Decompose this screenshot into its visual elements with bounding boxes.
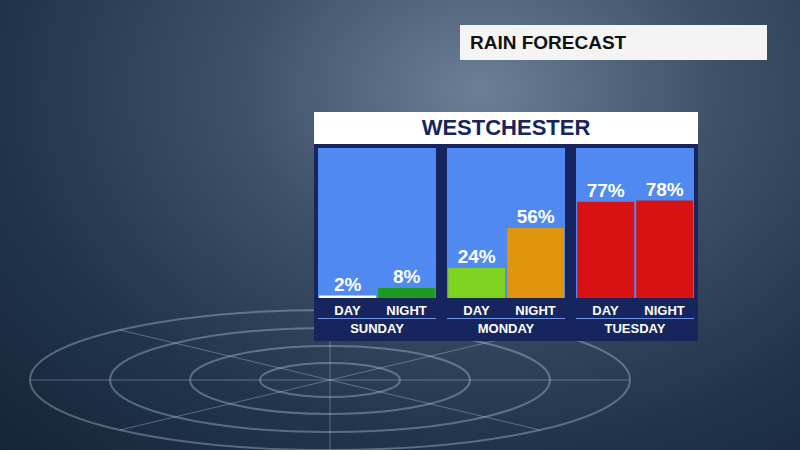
html-text:SUNDAY: SUNDAY: [350, 320, 404, 336]
svg-text:56%: 56%: [517, 206, 555, 227]
svg-text:8%: 8%: [393, 266, 421, 287]
html-text:WESTCHESTER: WESTCHESTER: [421, 115, 591, 140]
svg-text:DAY: DAY: [592, 303, 619, 318]
svg-text:77%: 77%: [587, 180, 625, 201]
svg-text:NIGHT: NIGHT: [644, 303, 685, 318]
svg-text:24%: 24%: [458, 246, 496, 267]
svg-text:DAY: DAY: [463, 303, 490, 318]
html-text:TUESDAY: TUESDAY: [604, 320, 666, 336]
svg-text:78%: 78%: [646, 179, 684, 200]
svg-text:DAY: DAY: [334, 303, 361, 318]
html-text:MONDAY: MONDAY: [477, 320, 535, 336]
svg-text:2%: 2%: [334, 274, 362, 295]
html-text:RAIN FORECAST: RAIN FORECAST: [470, 31, 627, 53]
svg-text:NIGHT: NIGHT: [386, 303, 427, 318]
svg-text:NIGHT: NIGHT: [515, 303, 556, 318]
